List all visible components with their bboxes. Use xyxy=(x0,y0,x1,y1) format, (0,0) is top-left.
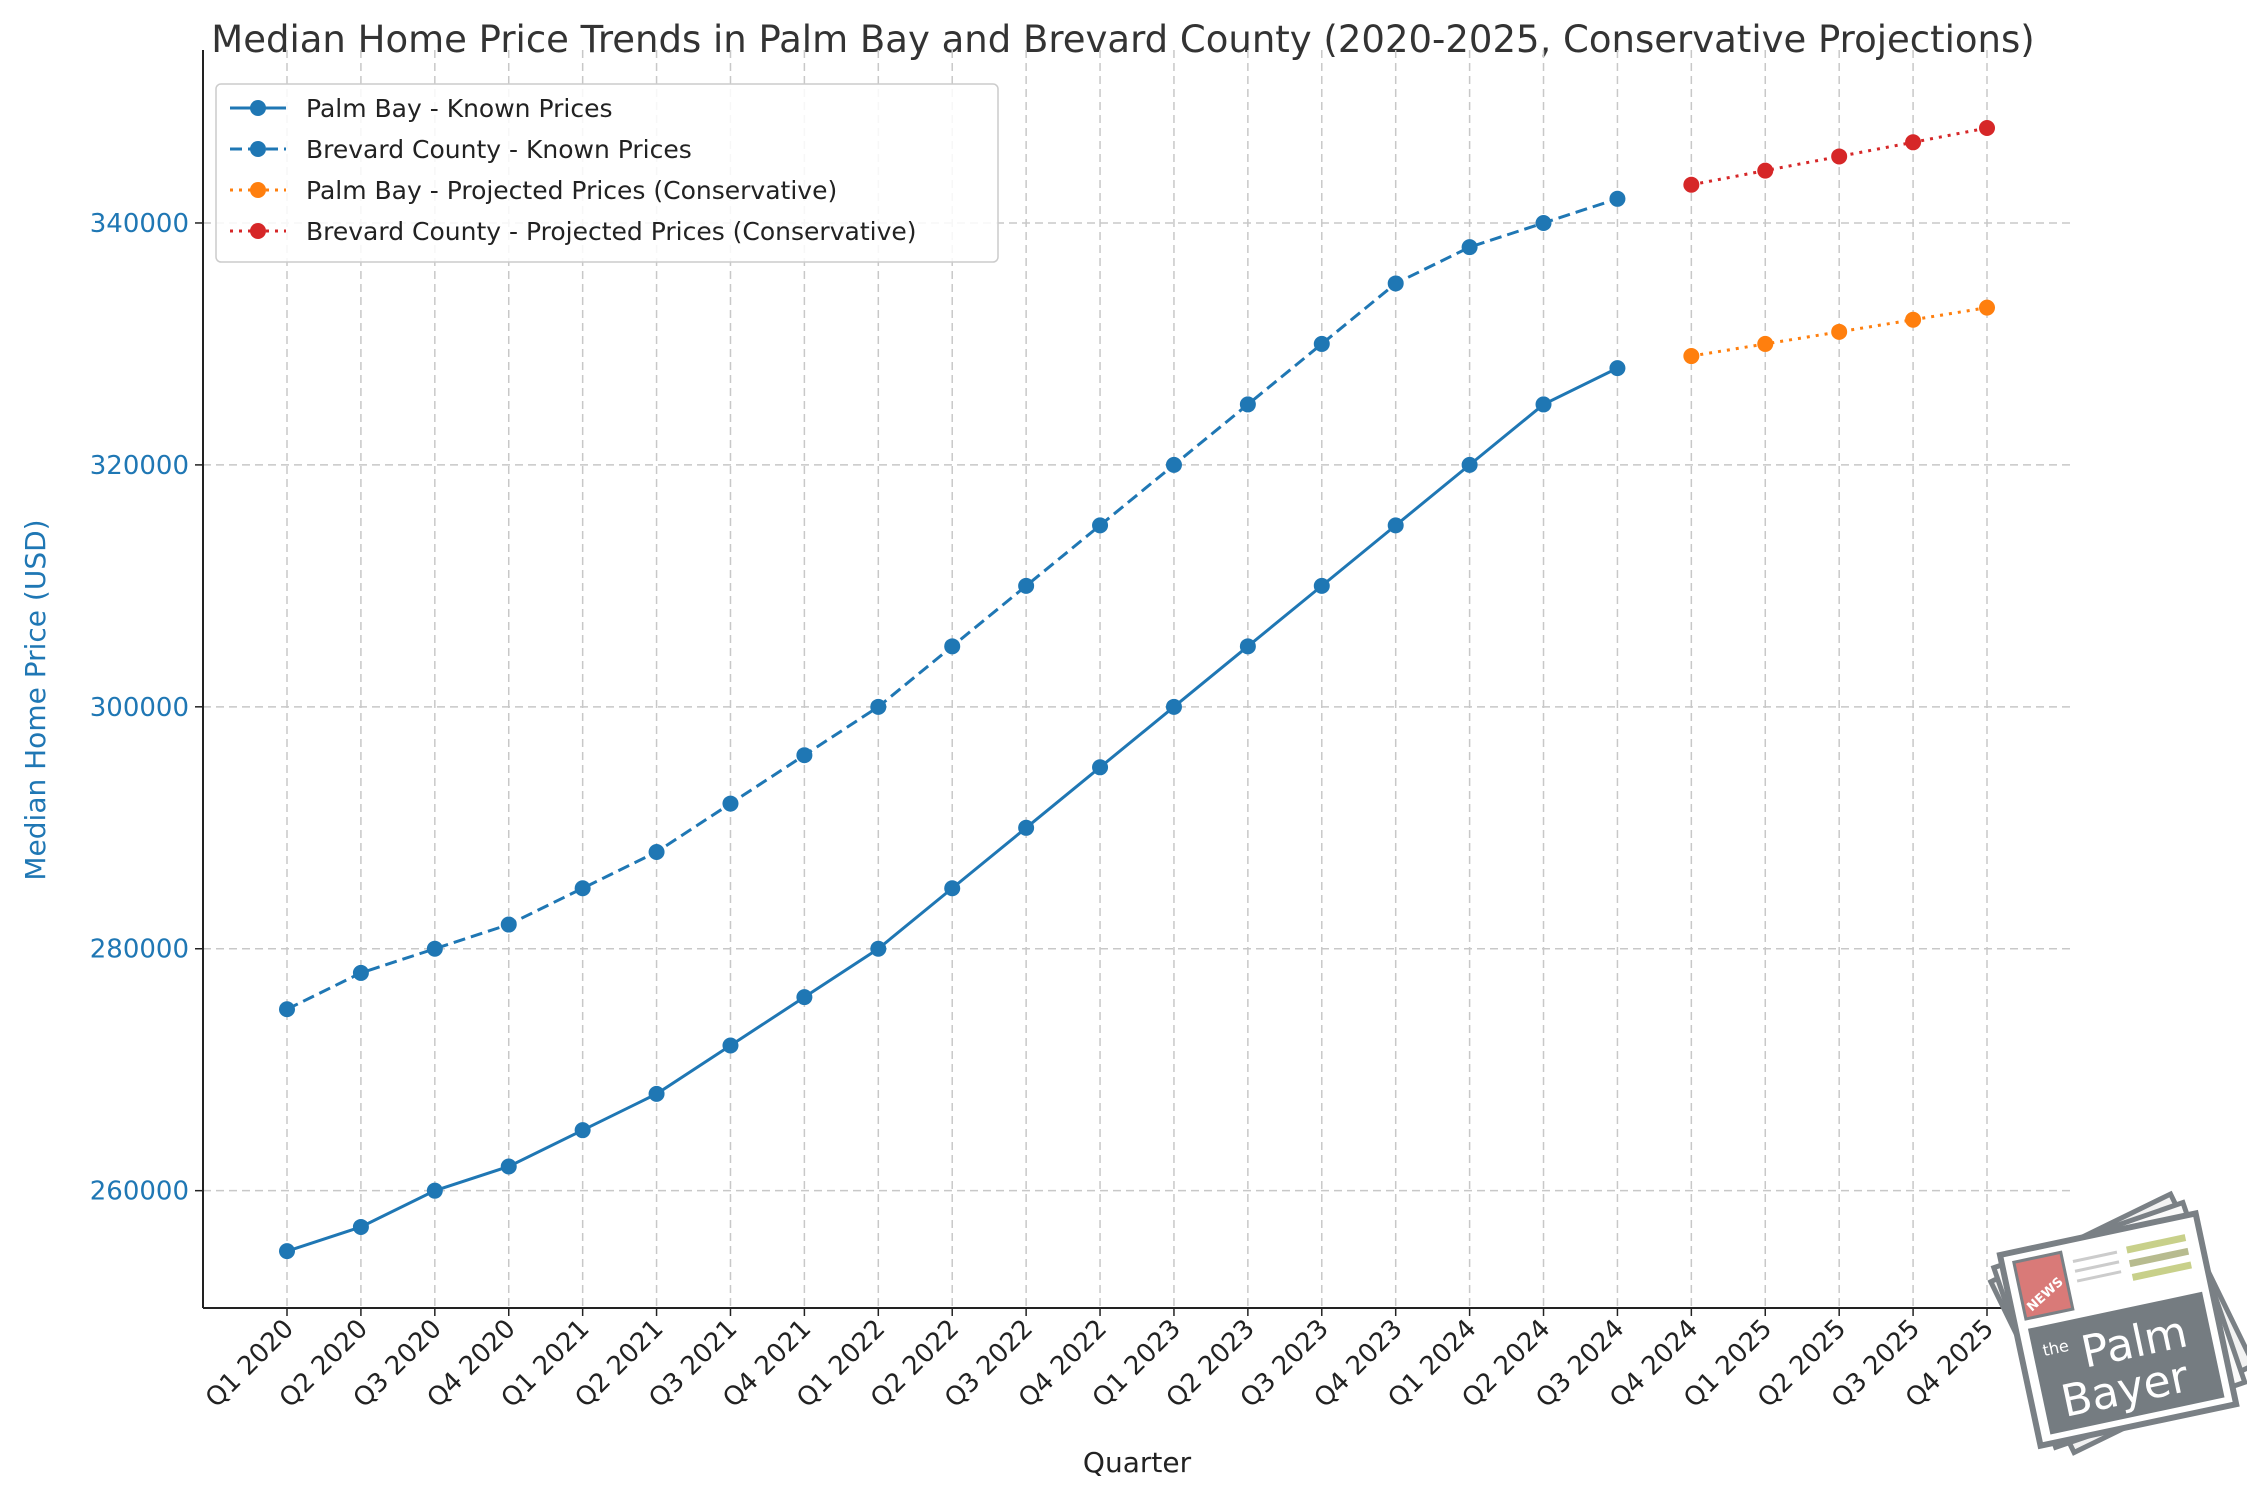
data-point xyxy=(1979,299,1995,316)
data-point xyxy=(648,843,665,860)
series-2 xyxy=(1683,299,1995,365)
data-point xyxy=(1239,396,1256,413)
data-point xyxy=(1239,638,1256,655)
data-point xyxy=(1092,517,1109,534)
data-point xyxy=(1609,360,1626,377)
data-point xyxy=(1905,311,1922,328)
palm-bayer-logo: NEWS Palm the Bayer xyxy=(1987,1190,2247,1456)
y-tick-label: 260000 xyxy=(90,1177,189,1207)
legend-label: Palm Bay - Known Prices xyxy=(306,94,612,123)
series-0 xyxy=(279,360,1626,1260)
data-point xyxy=(1683,176,1700,193)
data-point xyxy=(1313,577,1330,594)
data-point xyxy=(1461,456,1478,473)
data-point xyxy=(1313,335,1330,352)
data-point xyxy=(426,1182,443,1199)
legend-swatch-marker xyxy=(250,223,266,239)
legend: Palm Bay - Known Prices Brevard County - … xyxy=(215,83,999,263)
data-point xyxy=(944,638,961,655)
data-point xyxy=(870,698,887,715)
legend-label: Brevard County - Known Prices xyxy=(306,135,692,164)
data-point xyxy=(500,916,517,933)
series-group xyxy=(279,120,1995,1260)
series-1 xyxy=(279,190,1626,1018)
series-3 xyxy=(1683,120,1995,193)
data-point xyxy=(1092,759,1109,776)
legend-label: Brevard County - Projected Prices (Conse… xyxy=(306,217,917,246)
data-point xyxy=(722,1037,739,1054)
data-point xyxy=(1757,162,1774,179)
legend-box xyxy=(215,83,999,263)
x-axis-label: Quarter xyxy=(1083,1446,1192,1479)
data-point xyxy=(1018,577,1035,594)
data-point xyxy=(574,880,591,897)
data-point xyxy=(352,964,369,981)
data-point xyxy=(1831,323,1848,340)
y-tick-label: 280000 xyxy=(90,935,189,965)
legend-swatch-marker xyxy=(250,100,266,116)
legend-label: Palm Bay - Projected Prices (Conservativ… xyxy=(306,176,837,205)
data-point xyxy=(1979,120,1995,137)
data-point xyxy=(870,940,887,957)
data-point xyxy=(1535,396,1552,413)
data-point xyxy=(279,1243,295,1260)
data-point xyxy=(1905,134,1922,151)
y-axis-label: Median Home Price (USD) xyxy=(19,519,52,880)
data-point xyxy=(796,989,813,1006)
data-point xyxy=(1165,698,1182,715)
data-point xyxy=(426,940,443,957)
y-tick-label: 320000 xyxy=(90,451,189,481)
data-point xyxy=(352,1218,369,1235)
chart-title: Median Home Price Trends in Palm Bay and… xyxy=(211,18,2034,61)
data-point xyxy=(279,1001,295,1018)
data-point xyxy=(944,880,961,897)
data-point xyxy=(500,1158,517,1175)
data-point xyxy=(574,1122,591,1139)
y-tick-label: 300000 xyxy=(90,693,189,723)
data-point xyxy=(648,1085,665,1102)
data-point xyxy=(1461,239,1478,256)
legend-swatch-marker xyxy=(250,182,266,198)
legend-swatch-marker xyxy=(250,141,266,157)
data-point xyxy=(1387,275,1404,292)
data-point xyxy=(1683,348,1700,365)
data-point xyxy=(1165,456,1182,473)
data-point xyxy=(1535,214,1552,231)
data-point xyxy=(1831,148,1848,165)
data-point xyxy=(1018,819,1035,836)
data-point xyxy=(722,795,739,812)
data-point xyxy=(1609,190,1626,207)
data-point xyxy=(796,747,813,764)
data-point xyxy=(1387,517,1404,534)
y-tick-label: 340000 xyxy=(90,209,189,239)
data-point xyxy=(1757,335,1774,352)
